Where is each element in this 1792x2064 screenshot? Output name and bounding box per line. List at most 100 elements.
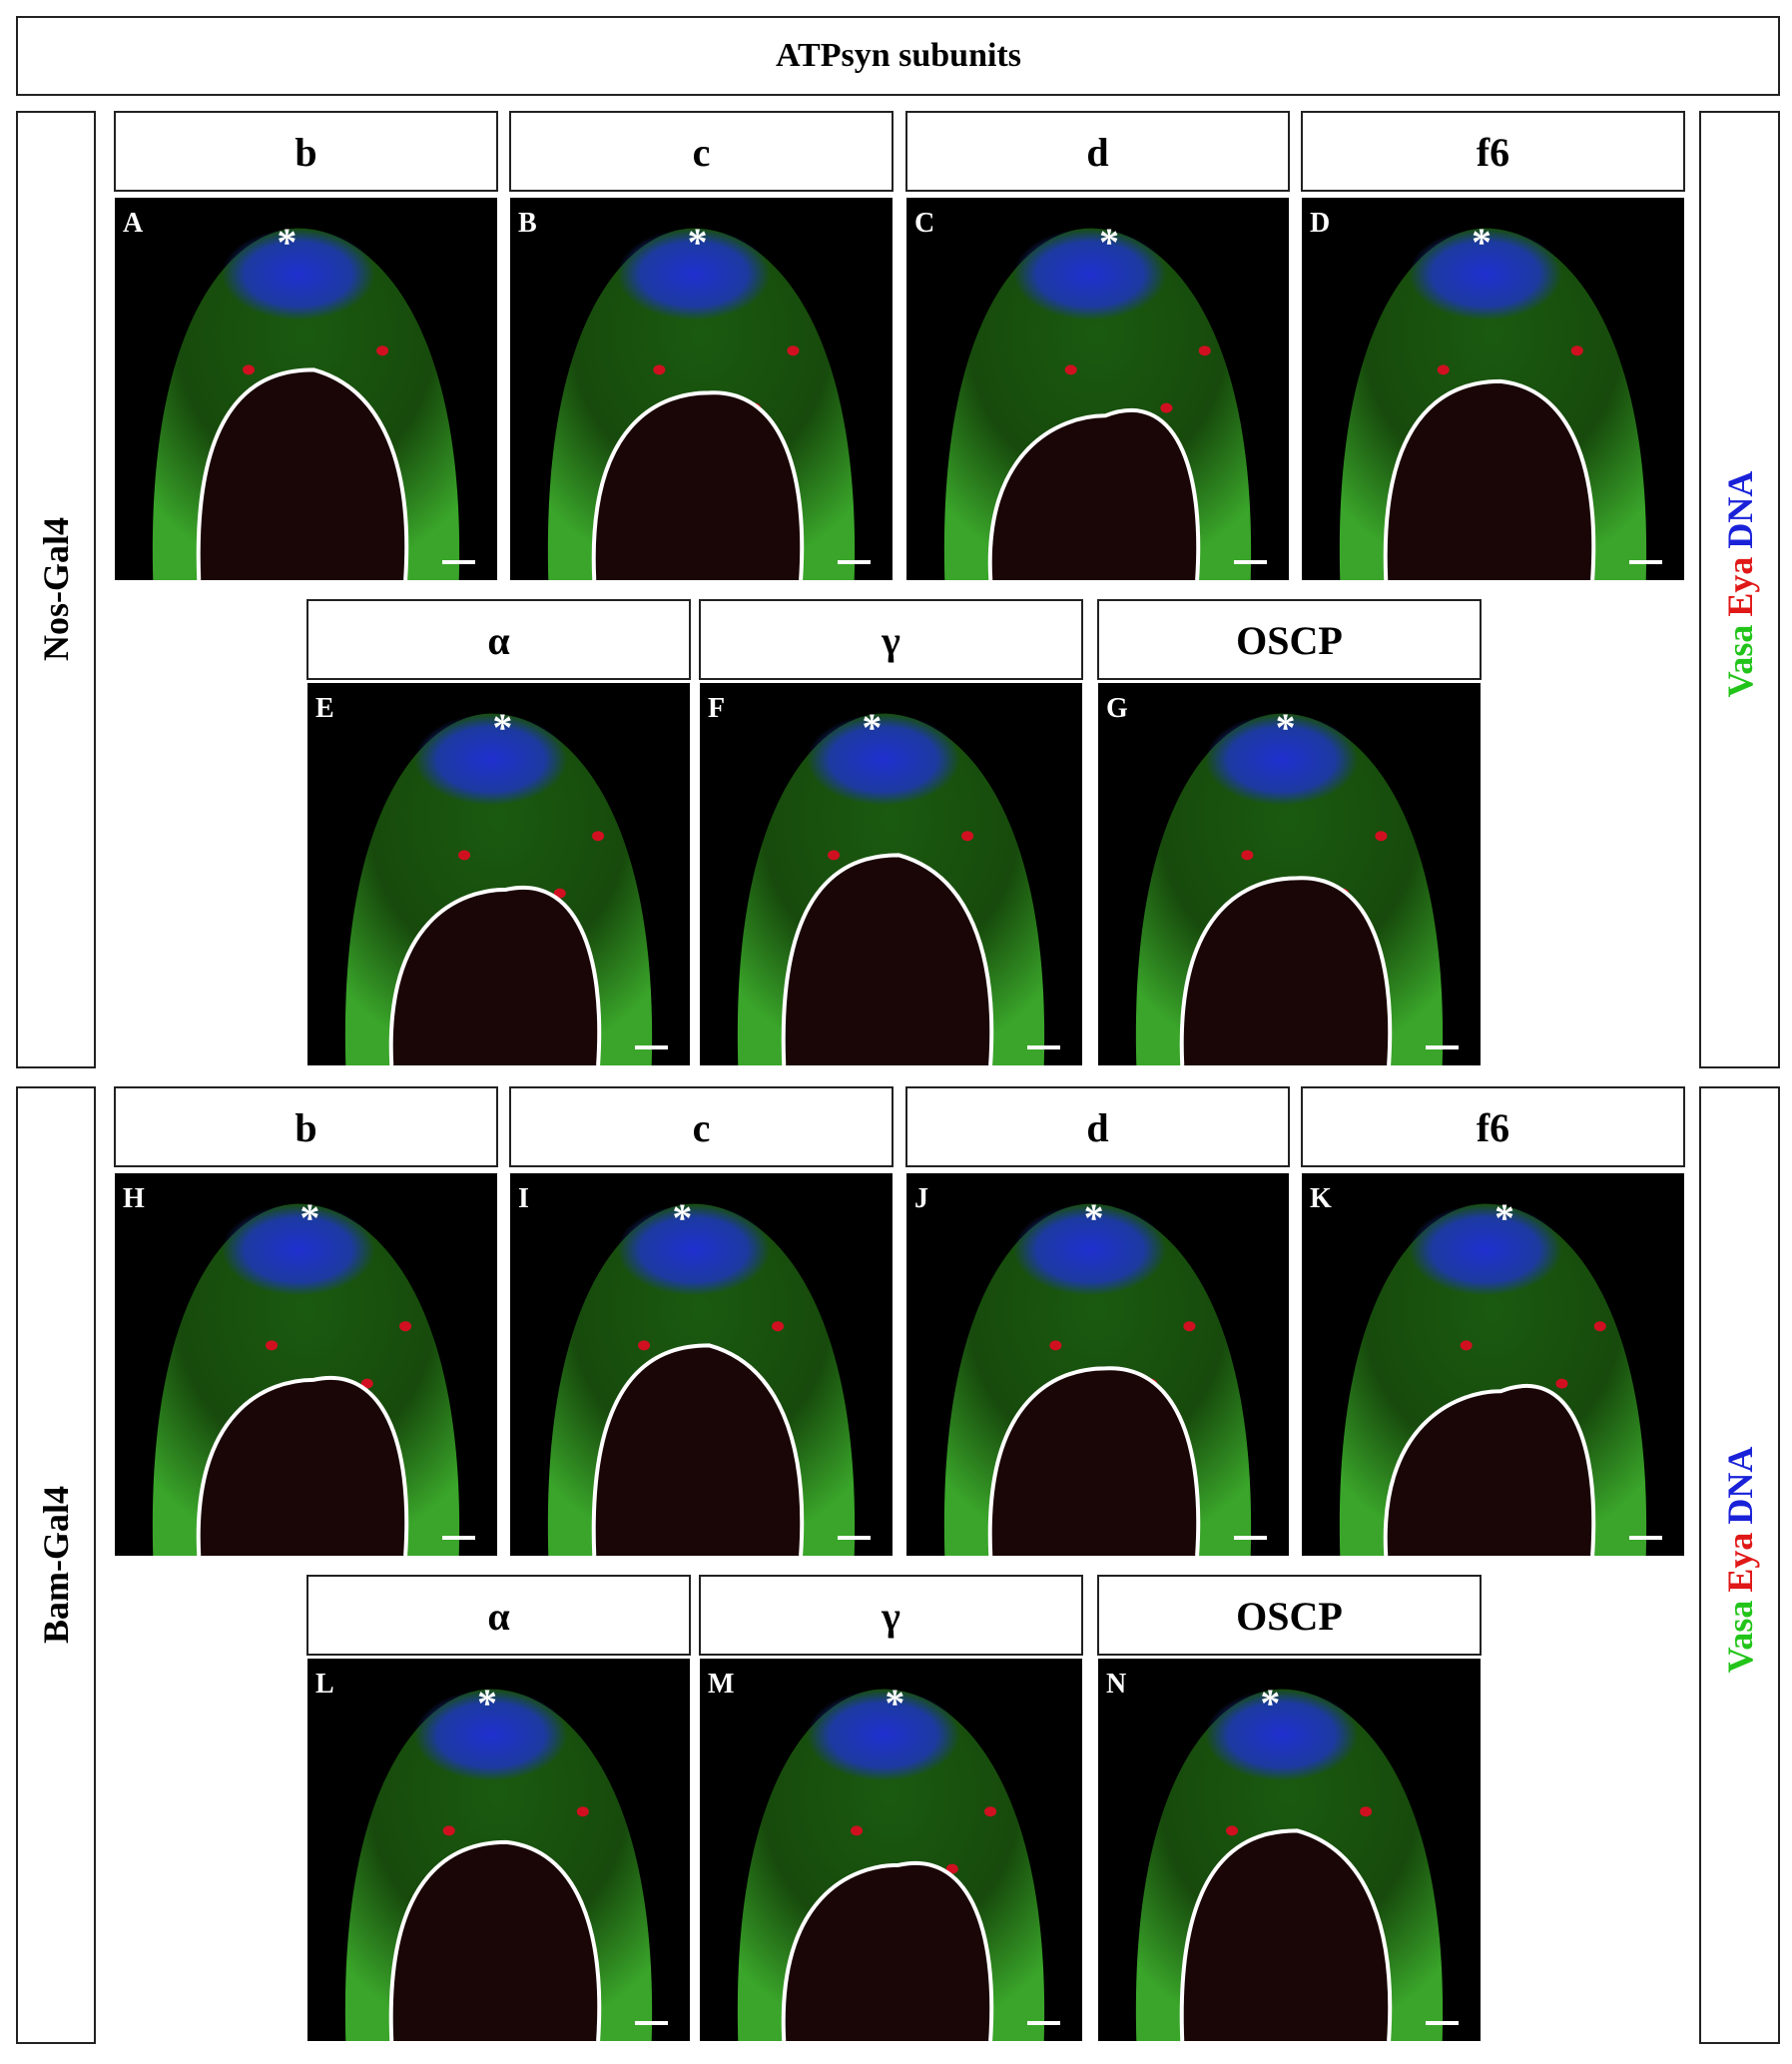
subunit-box [1301,111,1685,192]
eya-cell [243,364,256,375]
subunit-label: OSCP [1236,1594,1343,1639]
outline [196,367,409,581]
eya-cell [458,850,471,861]
legend: Vasa Eya DNA [1720,1447,1760,1674]
panel-letter: G [1106,693,1128,724]
panel-letter: J [914,1183,928,1214]
subunit-box [1097,1575,1482,1656]
group-label: Bam-Gal4 [36,1486,76,1644]
asterisk: * [1276,705,1296,750]
subunit-label: d [1086,130,1108,175]
panel-letter: B [518,208,537,239]
eya-cell [787,345,800,356]
subunit-box [114,111,498,192]
eya-cell [576,1806,589,1817]
panel-letter: K [1310,1183,1332,1214]
subunit-label: γ [881,1594,900,1639]
dna-cluster [222,1203,375,1296]
panel-letter: F [708,693,725,724]
eya-cell [828,850,841,861]
outline [1179,1828,1393,2042]
eya-cell [376,345,389,356]
legend-entry: Vasa [1720,625,1760,698]
asterisk: * [277,220,297,265]
eya-cell [1593,1321,1606,1332]
asterisk: * [688,220,708,265]
subunit-label: f6 [1477,130,1509,175]
group-box [16,111,96,1068]
dna-cluster [1205,713,1359,806]
panel-letter: A [123,208,144,239]
eya-cell [1570,345,1583,356]
eya-cell [1064,364,1077,375]
dna-cluster [1409,1203,1562,1296]
legend: Vasa Eya DNA [1720,471,1760,698]
outline [591,390,805,581]
subunit-box [699,1575,1083,1656]
subunit-label: b [295,130,316,175]
outline [591,1343,805,1557]
eya-cell [1375,831,1388,842]
eya-cell [984,1806,997,1817]
header-box [16,16,1780,96]
eya-cell [772,1321,785,1332]
subunit-label: c [693,130,711,175]
subunit-box [306,1575,691,1656]
outline [1383,378,1596,581]
dna-cluster [617,228,771,321]
subunit-label: d [1086,1105,1108,1150]
asterisk: * [862,705,882,750]
eya-cell [442,1825,455,1836]
dna-cluster [807,1689,960,1781]
subunit-box [509,1086,894,1167]
outline [781,853,994,1066]
subunit-box [114,1086,498,1167]
dna-cluster [414,713,568,806]
subunit-box [699,599,1083,680]
eya-cell [961,831,974,842]
panel-letter: I [518,1183,529,1214]
legend-box [1699,111,1780,1068]
eya-cell [1555,1378,1568,1389]
eya-cell [851,1825,864,1836]
outline [1179,876,1393,1066]
asterisk: * [492,705,512,750]
outline [196,1376,409,1557]
dna-cluster [1205,1689,1359,1781]
panel-letter: N [1106,1669,1126,1700]
subunit-box [306,599,691,680]
panel-letter: M [708,1669,734,1700]
subunit-label: OSCP [1236,618,1343,663]
legend-box [1699,1086,1780,2044]
asterisk: * [1472,220,1492,265]
outline [987,1366,1201,1557]
dna-cluster [1013,1203,1167,1296]
subunit-label: c [693,1105,711,1150]
asterisk: * [477,1681,497,1725]
subunit-box [1301,1086,1685,1167]
eya-cell [1183,1321,1196,1332]
panel-letter: D [1310,208,1330,239]
group-box [16,1086,96,2044]
eya-cell [1437,364,1450,375]
asterisk: * [1084,1195,1104,1240]
outline [388,886,602,1066]
eya-cell [653,364,666,375]
asterisk: * [1494,1195,1514,1240]
dna-cluster [807,713,960,806]
panel-letter: H [123,1183,145,1214]
eya-cell [399,1321,412,1332]
dna-cluster [414,1689,568,1781]
dna-cluster [1013,228,1167,321]
panel-letter: C [914,208,934,239]
outline [987,408,1201,581]
asterisk: * [299,1195,319,1240]
asterisk: * [1260,1681,1280,1725]
eya-cell [1360,1806,1373,1817]
panel-letter: L [315,1669,334,1700]
subunit-label: f6 [1477,1105,1509,1150]
legend-entry: Eya [1720,1533,1760,1593]
eya-cell [1460,1340,1473,1351]
subunit-box [905,1086,1290,1167]
